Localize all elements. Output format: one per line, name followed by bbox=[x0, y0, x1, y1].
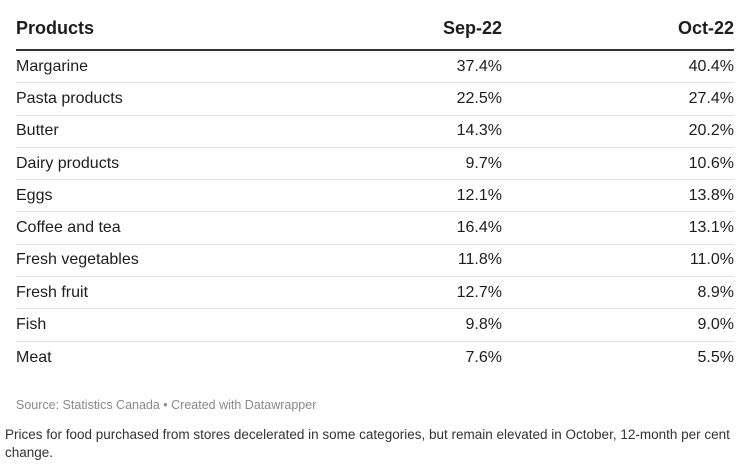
cell-product: Dairy products bbox=[16, 154, 120, 172]
table-row: Dairy products 9.7% 10.6% bbox=[16, 148, 734, 181]
cell-oct-22: 20.2% bbox=[688, 122, 734, 140]
column-header-oct-22: Oct-22 bbox=[677, 18, 734, 38]
cell-product: Meat bbox=[16, 348, 52, 366]
cell-sep-22: 12.1% bbox=[456, 186, 502, 204]
table-row: Coffee and tea 16.4% 13.1% bbox=[16, 212, 734, 245]
table-row: Pasta products 22.5% 27.4% bbox=[16, 83, 734, 116]
table-header-row: Products Sep-22 Oct-22 bbox=[16, 14, 734, 51]
figure-caption: Prices for food purchased from stores de… bbox=[5, 427, 730, 460]
cell-sep-22: 9.7% bbox=[465, 154, 502, 172]
cell-sep-22: 12.7% bbox=[456, 283, 502, 301]
source-note: Source: Statistics Canada • Created with… bbox=[16, 398, 317, 412]
cell-oct-22: 8.9% bbox=[697, 283, 734, 301]
cell-oct-22: 27.4% bbox=[688, 89, 734, 107]
cell-oct-22: 10.6% bbox=[688, 154, 734, 172]
table-row: Fresh fruit 12.7% 8.9% bbox=[16, 277, 734, 310]
cell-oct-22: 5.5% bbox=[697, 348, 734, 366]
cell-sep-22: 11.8% bbox=[457, 251, 502, 269]
table-body: Margarine 37.4% 40.4% Pasta products 22.5% 27… bbox=[16, 51, 734, 374]
table-row: Eggs 12.1% 13.8% bbox=[16, 180, 734, 213]
data-table: Products Sep-22 Oct-22 Margarine 37.4% 40.… bbox=[16, 14, 734, 374]
cell-product: Eggs bbox=[16, 186, 53, 204]
cell-sep-22: 7.6% bbox=[465, 348, 502, 366]
cell-oct-22: 13.1% bbox=[688, 219, 734, 237]
table-row: Fish 9.8% 9.0% bbox=[16, 309, 734, 342]
table-row: Margarine 37.4% 40.4% bbox=[16, 51, 734, 84]
table-row: Butter 14.3% 20.2% bbox=[16, 116, 734, 148]
table-row: Fresh vegetables 11.8% 11.0% bbox=[16, 245, 734, 278]
cell-product: Butter bbox=[16, 122, 59, 140]
column-header-sep-22: Sep-22 bbox=[442, 18, 502, 38]
cell-oct-22: 11.0% bbox=[689, 251, 734, 269]
cell-sep-22: 14.3% bbox=[456, 122, 502, 140]
cell-sep-22: 16.4% bbox=[456, 219, 502, 237]
cell-product: Fresh fruit bbox=[16, 283, 89, 301]
cell-oct-22: 13.8% bbox=[688, 186, 734, 204]
cell-sep-22: 22.5% bbox=[456, 89, 502, 107]
cell-product: Margarine bbox=[16, 57, 89, 75]
cell-product: Fresh vegetables bbox=[16, 251, 139, 269]
cell-product: Coffee and tea bbox=[16, 219, 121, 237]
cell-oct-22: 9.0% bbox=[697, 316, 734, 334]
cell-sep-22: 9.8% bbox=[465, 316, 502, 334]
cell-sep-22: 37.4% bbox=[456, 57, 502, 75]
cell-product: Fish bbox=[16, 316, 47, 334]
table-row: Meat 7.6% 5.5% bbox=[16, 342, 734, 374]
cell-oct-22: 40.4% bbox=[688, 57, 734, 75]
column-header-products: Products bbox=[16, 18, 95, 38]
cell-product: Pasta products bbox=[16, 89, 123, 107]
